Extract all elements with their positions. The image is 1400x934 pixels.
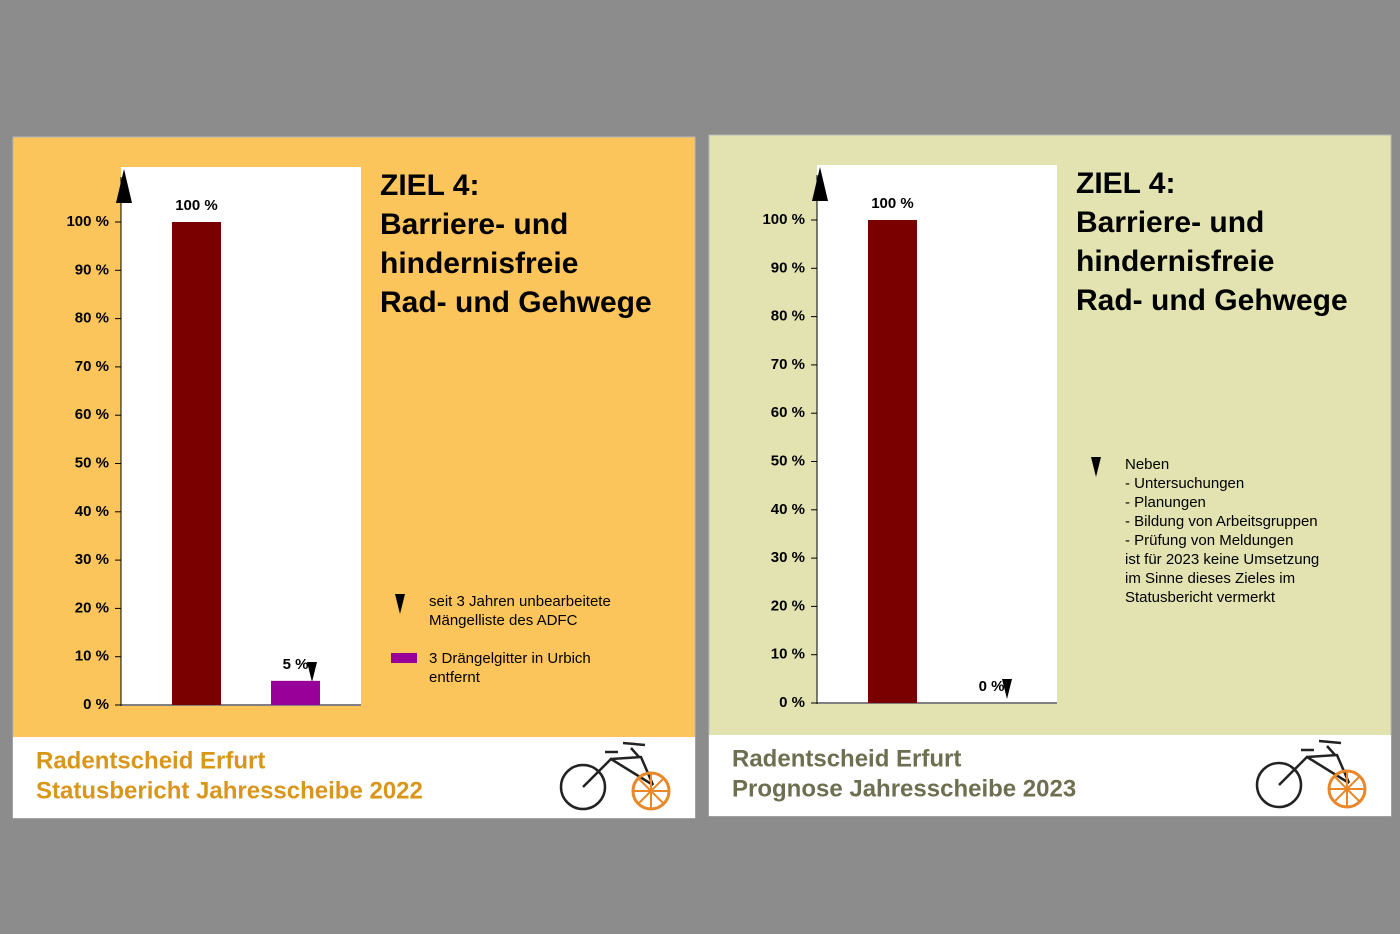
arrow-marker <box>1002 679 1012 699</box>
note-text: - Planungen <box>1125 494 1206 511</box>
y-tick-label: 40 % <box>771 501 805 518</box>
y-tick-label: 90 % <box>771 259 805 276</box>
arrow-marker <box>1091 457 1101 477</box>
y-tick-label: 80 % <box>75 310 109 327</box>
note-text: ist für 2023 keine Umsetzung <box>1125 551 1319 568</box>
axis-arrow <box>116 169 132 203</box>
orange-wheel <box>631 771 671 811</box>
bar <box>868 220 917 703</box>
chart-title: Rad- und Gehwege <box>380 286 652 319</box>
bike-frame <box>582 741 655 788</box>
value-label: 100 % <box>175 197 218 214</box>
chart-title: Barriere- und <box>380 208 568 241</box>
note-text: Neben <box>1125 456 1169 473</box>
footer-text: Radentscheid Erfurt <box>732 745 961 772</box>
y-tick-label: 30 % <box>75 551 109 568</box>
y-tick-label: 30 % <box>771 549 805 566</box>
bike-wheel <box>559 763 607 811</box>
chart-title: Rad- und Gehwege <box>1076 284 1348 317</box>
footer-band <box>709 735 1391 816</box>
note-text: - Bildung von Arbeitsgruppen <box>1125 513 1318 530</box>
chart-title: hindernisfreie <box>1076 245 1274 278</box>
footer-band <box>13 737 695 818</box>
note-text: im Sinne dieses Zieles im <box>1125 570 1295 587</box>
legend-swatch <box>391 653 417 663</box>
axis-arrow <box>812 167 828 201</box>
panel: 0 % 10 % 20 % 30 % 40 % 50 % 60 % 70 % 80 % 90 % 1… <box>708 134 1392 817</box>
chart-title: hindernisfreie <box>380 247 578 280</box>
chart-title: ZIEL 4: <box>1076 167 1175 200</box>
note-text: - Prüfung von Meldungen <box>1125 532 1293 549</box>
footer-text: Radentscheid Erfurt <box>36 747 265 774</box>
value-label: 0 % <box>979 678 1005 695</box>
plot-area <box>121 167 361 706</box>
value-label: 5 % <box>283 656 309 673</box>
y-tick-label: 40 % <box>75 503 109 520</box>
footer-text: Statusbericht Jahresscheibe 2022 <box>36 777 423 804</box>
footer-text: Prognose Jahresscheibe 2023 <box>732 775 1076 802</box>
y-tick-label: 60 % <box>771 404 805 421</box>
y-tick-label: 100 % <box>66 213 109 230</box>
plot-area <box>817 165 1057 704</box>
y-tick-label: 10 % <box>75 648 109 665</box>
y-tick-label: 20 % <box>771 597 805 614</box>
orange-wheel <box>1327 769 1367 809</box>
arrow-marker <box>307 662 317 682</box>
y-tick-label: 20 % <box>75 599 109 616</box>
y-tick-label: 70 % <box>771 356 805 373</box>
bike-wheel <box>1255 761 1303 809</box>
note-text: entfernt <box>429 669 481 686</box>
y-tick-label: 0 % <box>779 694 805 711</box>
y-tick-label: 60 % <box>75 406 109 423</box>
y-tick-label: 50 % <box>75 454 109 471</box>
note-text: seit 3 Jahren unbearbeitete <box>429 593 611 610</box>
panel: 0 % 10 % 20 % 30 % 40 % 50 % 60 % 70 % 80 % 90 % 1… <box>12 136 696 819</box>
bike-icon <box>1255 739 1351 809</box>
y-tick-label: 0 % <box>83 696 109 713</box>
chart-title: ZIEL 4: <box>380 169 479 202</box>
arrow-marker <box>395 594 405 614</box>
value-label: 100 % <box>871 195 914 212</box>
note-text: 3 Drängelgitter in Urbich <box>429 650 591 667</box>
y-tick-label: 10 % <box>771 646 805 663</box>
wheel-spokes <box>633 773 669 809</box>
note-text: Statusbericht vermerkt <box>1125 589 1276 606</box>
y-tick-label: 70 % <box>75 358 109 375</box>
y-tick-label: 90 % <box>75 261 109 278</box>
bar <box>172 222 221 705</box>
bar <box>271 680 320 705</box>
y-tick-label: 100 % <box>762 211 805 228</box>
y-tick-label: 80 % <box>771 308 805 325</box>
note-text: Mängelliste des ADFC <box>429 612 578 629</box>
note-text: - Untersuchungen <box>1125 475 1244 492</box>
chart-title: Barriere- und <box>1076 206 1264 239</box>
bike-icon <box>559 741 655 811</box>
bike-frame <box>1278 739 1351 786</box>
wheel-spokes <box>1329 771 1365 807</box>
y-tick-label: 50 % <box>771 452 805 469</box>
